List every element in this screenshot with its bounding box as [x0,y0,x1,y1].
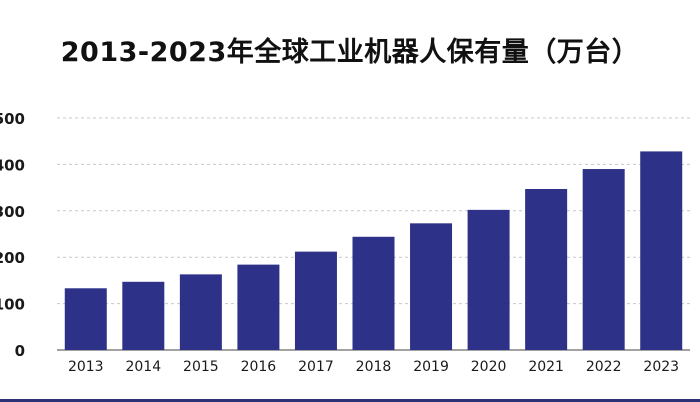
x-axis-ticks: 2013 2014 2015 2016 2017 2018 2019 2020 2021 2022… [68,359,679,375]
y-tick-label: 300 [0,203,25,221]
x-tick-label: 2013 [68,359,104,375]
bottom-border [0,399,700,402]
x-tick-label: 2015 [183,359,219,375]
bar [640,151,683,350]
bar [467,209,510,350]
x-tick-label: 2017 [298,359,334,375]
y-tick-label: 500 [0,110,25,128]
y-tick-label: 100 [0,296,25,314]
bar [122,281,165,350]
bar [352,236,395,350]
bar [582,169,625,350]
y-tick-label: 200 [0,249,25,267]
bar [525,188,568,350]
bar [64,288,107,350]
x-tick-label: 2016 [241,359,277,375]
bar [179,274,222,350]
y-tick-label: 0 [15,342,25,360]
x-tick-label: 2021 [528,359,564,375]
x-tick-label: 2018 [356,359,392,375]
x-tick-label: 2022 [586,359,622,375]
y-axis-ticks: 0 100 200 300 400 500 [0,110,25,360]
x-tick-label: 2020 [471,359,507,375]
x-tick-label: 2019 [413,359,449,375]
bar [410,223,453,350]
x-tick-label: 2023 [643,359,679,375]
bar [237,264,280,350]
bars [64,151,683,350]
y-tick-label: 400 [0,156,25,174]
bar [294,251,337,350]
x-tick-label: 2014 [125,359,161,375]
chart-title: 2013-2023年全球工业机器人保有量（万台） [60,37,640,68]
